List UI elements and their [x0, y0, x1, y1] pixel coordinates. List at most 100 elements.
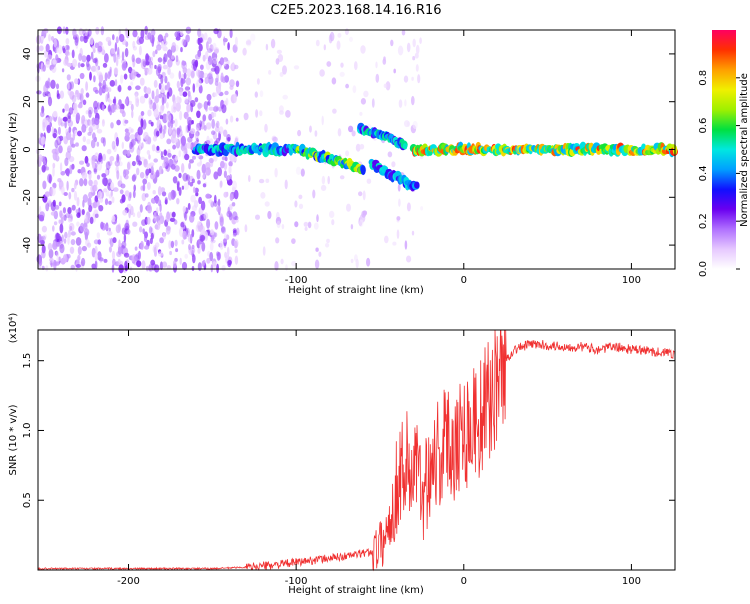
spectrogram-noise-cell — [153, 79, 158, 88]
spectrogram-noise-cell — [366, 257, 371, 267]
spectrogram-noise-cell — [309, 125, 312, 133]
spectrogram-noise-cell — [123, 73, 128, 80]
spectrogram-noise-cell — [206, 257, 211, 264]
spectrogram-noise-cell — [215, 123, 219, 128]
spectrogram-noise-cell — [64, 48, 70, 56]
spectrogram-noise-cell — [102, 153, 106, 161]
spectrogram-noise-cell — [78, 53, 82, 62]
spectrogram-noise-cell — [146, 150, 151, 155]
spectrogram-noise-cell — [57, 44, 63, 55]
spectrogram-noise-cell — [123, 252, 130, 258]
spectrogram-noise-cell — [159, 212, 163, 219]
spectrogram-noise-cell — [137, 134, 141, 141]
spectrogram-noise-cell — [88, 109, 92, 119]
spectrogram-noise-cell — [179, 110, 183, 121]
spectrogram-noise-cell — [255, 214, 260, 220]
spectrogram-noise-cell — [196, 162, 202, 167]
spectrogram-noise-cell — [363, 90, 369, 98]
spectrogram-noise-cell — [332, 108, 337, 114]
spectrogram-noise-cell — [178, 70, 182, 80]
spectrogram-noise-cell — [216, 73, 220, 83]
spectrogram-noise-cell — [38, 214, 45, 221]
spectrogram-noise-cell — [315, 247, 319, 252]
spectrogram-noise-cell — [152, 190, 156, 195]
spectrogram-noise-cell — [131, 160, 136, 167]
spectrogram-noise-cell — [209, 242, 214, 251]
spectrogram-noise-cell — [186, 142, 192, 149]
spectrogram-noise-cell — [89, 36, 94, 46]
spectrogram-noise-cell — [126, 149, 131, 157]
spectrogram-noise-cell — [345, 83, 349, 89]
snr-x-tick-label: 0 — [461, 576, 467, 587]
spectrogram-noise-cell — [136, 155, 139, 166]
spectrogram-noise-cell — [38, 154, 43, 162]
spectrogram-noise-cell — [180, 78, 186, 84]
spectrogram-noise-cell — [171, 105, 174, 114]
spectrogram-noise-cell — [140, 29, 145, 39]
spectrogram-noise-cell — [110, 182, 115, 191]
spectrogram-noise-cell — [359, 143, 365, 150]
spectrogram-noise-cell — [206, 41, 209, 51]
spectrogram-noise-cell — [185, 174, 190, 181]
spectrogram-noise-cell — [285, 264, 288, 271]
spectrogram-noise-cell — [45, 265, 49, 272]
spectrogram-noise-cell — [163, 53, 168, 63]
spectrogram-noise-cell — [226, 246, 230, 257]
spectrogram-noise-cell — [362, 210, 368, 216]
spectrogram-noise-cell — [164, 75, 168, 84]
spectrogram-noise-cell — [62, 116, 68, 122]
spectrogram-noise-cell — [54, 261, 60, 266]
spectrogram-noise-cell — [130, 128, 134, 133]
spectrogram-noise-cell — [140, 156, 146, 161]
spectrogram-noise-cell — [91, 247, 96, 258]
spectrogram-noise-cell — [52, 59, 57, 65]
spectrogram-noise-cell — [149, 172, 156, 180]
spectrogram-noise-cell — [106, 87, 112, 93]
spectrogram-noise-cell — [190, 194, 196, 203]
snr-y-tick-label: 1.5 — [22, 353, 33, 369]
spectrogram-noise-cell — [162, 232, 166, 240]
spectrogram-noise-cell — [175, 102, 181, 112]
spectrogram-noise-cell — [314, 259, 320, 269]
spectrogram-noise-cell — [52, 166, 55, 177]
spectrogram-noise-cell — [49, 257, 54, 262]
spectrogram-noise-cell — [398, 99, 403, 108]
spectrogram-noise-cell — [132, 173, 137, 180]
spectrogram-noise-cell — [165, 112, 172, 123]
spectrogram-noise-cell — [213, 171, 219, 180]
spectrogram-noise-cell — [94, 259, 98, 270]
spectrogram-noise-cell — [209, 57, 214, 65]
spectrogram-noise-cell — [136, 167, 140, 176]
spectrogram-noise-cell — [178, 187, 182, 196]
spectrogram-noise-cell — [156, 44, 162, 51]
spectrogram-noise-cell — [79, 222, 85, 233]
spectrogram-noise-cell — [148, 263, 152, 271]
spectrogram-noise-cell — [129, 141, 133, 150]
spectrogram-noise-cell — [142, 58, 146, 67]
spectrogram-noise-cell — [65, 38, 70, 45]
spectrogram-noise-cell — [79, 178, 84, 187]
spectrogram-noise-cell — [208, 106, 214, 111]
spectrogram-noise-cell — [114, 79, 118, 87]
spectrogram-noise-cell — [113, 67, 119, 75]
spectrogram-noise-cell — [345, 150, 350, 157]
spectrogram-noise-cell — [139, 204, 143, 213]
spectrogram-noise-cell — [64, 157, 69, 167]
spectrogram-noise-cell — [291, 260, 297, 267]
spectrogram-noise-cell — [140, 240, 144, 250]
spectrogram-noise-cell — [412, 120, 418, 130]
spectrogram-noise-cell — [182, 172, 188, 182]
snr-y-tick-label: 0.5 — [22, 492, 33, 508]
spectrogram-noise-cell — [192, 254, 196, 264]
spectrogram-noise-cell — [159, 115, 164, 120]
spectrogram-noise-cell — [136, 147, 141, 156]
spectrogram-noise-cell — [207, 48, 213, 53]
spectrogram-noise-cell — [129, 191, 132, 199]
spectrogram-noise-cell — [360, 98, 366, 105]
spectrogram-noise-cell — [119, 189, 124, 195]
spectrogram-noise-cell — [189, 159, 194, 164]
spectrogram-noise-cell — [166, 81, 170, 92]
spectrogram-noise-cell — [189, 182, 194, 187]
spectrogram-noise-cell — [75, 264, 81, 268]
snr-y-scale-label: (x10⁴) — [8, 313, 19, 344]
